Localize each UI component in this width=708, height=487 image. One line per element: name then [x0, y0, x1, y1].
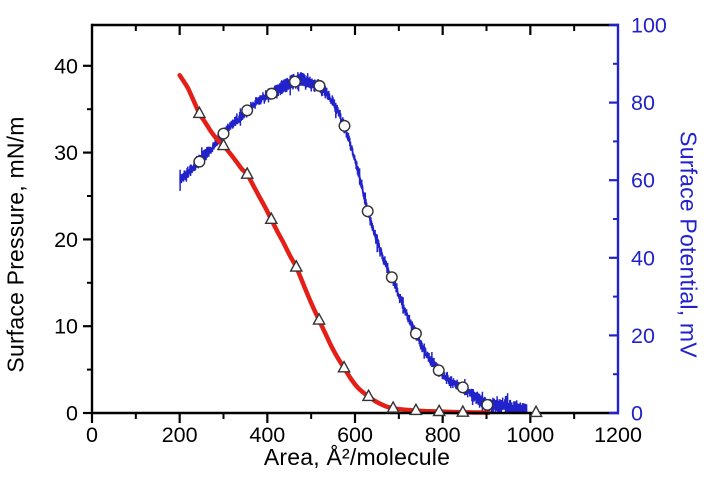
pressure-markers	[192, 105, 543, 418]
svg-text:600: 600	[337, 423, 373, 447]
x-axis-ticks	[90, 25, 576, 423]
axes	[90, 23, 619, 415]
svg-text:800: 800	[425, 423, 461, 447]
left-axis-ticks	[83, 64, 92, 415]
svg-text:20: 20	[631, 324, 655, 348]
right-axis	[609, 23, 620, 415]
svg-text:400: 400	[249, 423, 285, 447]
right-axis-tick-labels: 0 20 40 60 80 100	[631, 14, 667, 426]
svg-text:1200: 1200	[594, 423, 642, 447]
svg-text:40: 40	[631, 246, 655, 270]
svg-text:0: 0	[631, 402, 643, 426]
svg-text:30: 30	[54, 141, 78, 165]
left-axis-title: Surface Pressure, mN/m	[2, 116, 29, 373]
svg-text:80: 80	[631, 91, 655, 115]
left-axis-tick-labels: 0 10 20 30 40	[54, 54, 78, 425]
svg-text:60: 60	[631, 169, 655, 193]
potential-markers	[193, 75, 494, 411]
svg-text:1000: 1000	[506, 423, 554, 447]
svg-text:100: 100	[631, 14, 667, 38]
series-surface-pressure	[177, 73, 491, 415]
svg-text:0: 0	[66, 402, 78, 426]
x-axis-title: Area, Å²/molecule	[263, 444, 451, 470]
svg-text:40: 40	[54, 54, 78, 78]
right-axis-title: Surface Potential, mV	[675, 131, 702, 358]
svg-text:20: 20	[54, 228, 78, 252]
x-axis-tick-labels: 0 200 400 600 800 1000 1200	[86, 423, 642, 447]
series-surface-potential	[179, 72, 528, 413]
svg-text:200: 200	[162, 423, 198, 447]
svg-text:10: 10	[54, 315, 78, 339]
svg-text:0: 0	[86, 423, 98, 447]
